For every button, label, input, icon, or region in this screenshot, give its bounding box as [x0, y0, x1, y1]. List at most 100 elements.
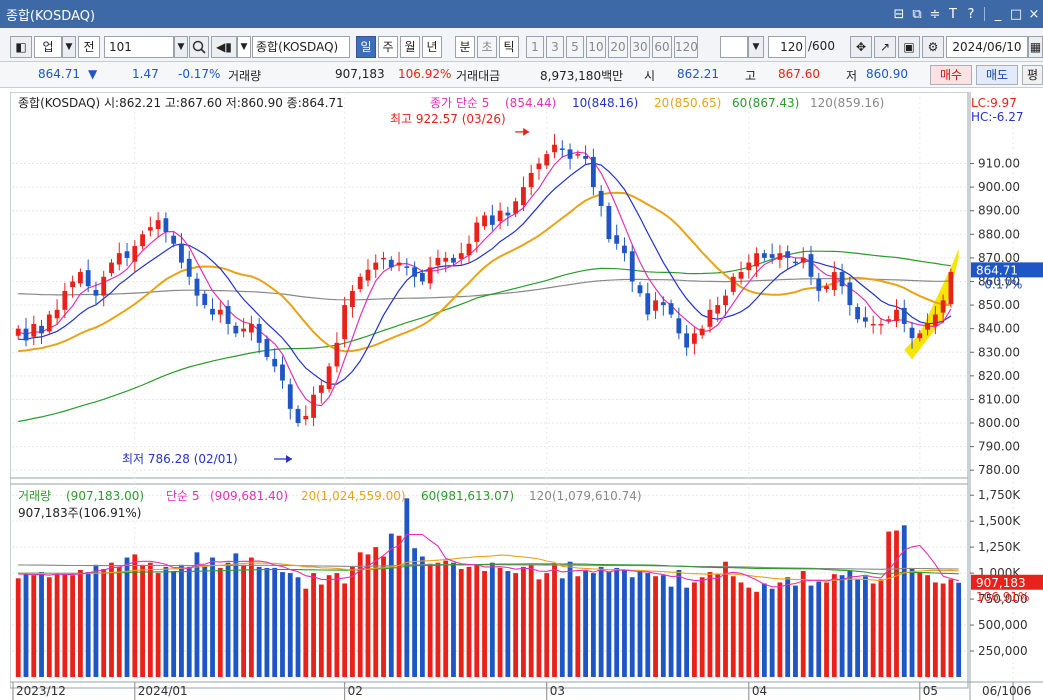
volume-bar — [831, 574, 837, 677]
candle-body — [147, 227, 153, 231]
volume-bar — [754, 591, 760, 677]
period-year-button[interactable]: 년 — [422, 36, 442, 58]
period-minute-button[interactable]: 분 — [455, 36, 475, 58]
chart-pane[interactable]: 910.00 900.00 890.00 880.00 870.00 860.00 850.… — [10, 92, 1043, 700]
interval-10-button[interactable]: 10 — [586, 36, 606, 58]
candle-body — [388, 259, 394, 268]
help-icon[interactable]: ? — [967, 6, 975, 22]
code-dropdown-icon[interactable]: ▼ — [174, 36, 188, 58]
interval-5-button[interactable]: 5 — [566, 36, 584, 58]
volume-bar — [862, 576, 868, 677]
volume-bar — [171, 571, 177, 677]
sell-button[interactable]: 매도 — [976, 65, 1018, 85]
save-icon[interactable]: ▣ — [898, 36, 920, 58]
maximize-icon[interactable]: □ — [1009, 6, 1023, 22]
volume-bar — [513, 573, 519, 677]
period-month-button[interactable]: 월 — [400, 36, 420, 58]
interval-60-button[interactable]: 60 — [652, 36, 672, 58]
candle-body — [334, 342, 340, 367]
candle-body — [925, 323, 930, 330]
candle-body — [521, 187, 526, 206]
candle-body — [730, 276, 736, 292]
volume-ma20-line — [18, 554, 959, 582]
period-tick-button[interactable]: 틱 — [499, 36, 519, 58]
close-icon[interactable]: × — [1028, 6, 1040, 22]
draw-line-icon[interactable]: ↗ — [874, 36, 896, 58]
candle-body — [590, 156, 596, 188]
window-title: 종합(KOSDAQ) — [6, 8, 96, 24]
interval-custom-input[interactable] — [720, 36, 748, 58]
candle-body — [614, 235, 620, 244]
speaker-icon[interactable]: ◀▮ — [211, 36, 237, 58]
candle-body — [637, 285, 643, 294]
price-tick-label: 810.00 — [978, 392, 1020, 406]
market-type-dropdown-icon[interactable]: ▼ — [62, 36, 76, 58]
candle-body — [870, 323, 876, 326]
search-icon[interactable] — [189, 36, 209, 58]
candle-body — [909, 327, 915, 339]
volume-bar — [590, 573, 596, 677]
crosshair-icon[interactable]: ✥ — [850, 36, 872, 58]
high-annotation: 최고 922.57 (03/26) — [390, 112, 506, 126]
calendar-icon[interactable]: ▦ — [1028, 36, 1043, 58]
interval-1-button[interactable]: 1 — [526, 36, 544, 58]
menu-icon[interactable]: ◧ — [10, 36, 32, 58]
period-second-button[interactable]: 초 — [477, 36, 497, 58]
minimize-icon[interactable]: _ — [994, 6, 1002, 22]
restore-window-icon[interactable]: ⧉ — [912, 6, 922, 22]
volume-bar — [256, 566, 262, 677]
candle-body — [202, 293, 208, 306]
vol-ma60-legend-value: (981,613.07) — [436, 489, 514, 503]
current-change-label: -0.17% — [980, 277, 1022, 291]
volume-bar — [583, 571, 589, 677]
volume-bar — [357, 552, 363, 677]
period-week-button[interactable]: 주 — [378, 36, 398, 58]
pin-icon[interactable]: ≑ — [929, 6, 941, 22]
interval-30-button[interactable]: 30 — [630, 36, 650, 58]
price-panel: 864.71-0.17% — [15, 127, 1043, 463]
price-panel-frame — [10, 92, 969, 485]
volume-bar — [606, 572, 612, 677]
buy-button[interactable]: 매수 — [930, 65, 972, 85]
volume-bar — [163, 566, 169, 677]
date-input[interactable]: 2024/06/10 — [946, 36, 1028, 58]
open-label: 시 — [644, 69, 656, 83]
candle-body — [831, 272, 837, 290]
interval-3-button[interactable]: 3 — [546, 36, 564, 58]
interval-120-button[interactable]: 120 — [674, 36, 698, 58]
candle-body — [932, 314, 938, 326]
volume-bar — [886, 531, 892, 677]
candle-body — [303, 415, 309, 420]
candle-body — [785, 251, 791, 258]
font-icon[interactable]: T — [949, 6, 957, 22]
candle-body — [886, 319, 892, 321]
gear-icon[interactable]: ⚙ — [922, 36, 944, 58]
volume-bar — [225, 562, 231, 677]
code-input[interactable]: 101 — [104, 36, 174, 58]
volume-bar — [334, 573, 340, 677]
high-value: 867.60 — [778, 67, 820, 81]
volume-bar — [15, 578, 21, 677]
extra-button[interactable]: 평 — [1022, 65, 1043, 85]
volume-bar — [342, 583, 348, 677]
candle-body — [109, 262, 114, 273]
speaker-dropdown-icon[interactable]: ▼ — [237, 36, 251, 58]
period-day-button[interactable]: 일 — [356, 36, 376, 58]
interval-dropdown-icon[interactable]: ▼ — [748, 36, 764, 58]
volume-bar — [381, 556, 386, 677]
candle-body — [808, 254, 814, 277]
layout-icon[interactable]: ⊟ — [893, 6, 905, 22]
volume-bar — [505, 571, 511, 677]
price-tick-label: 850.00 — [978, 298, 1020, 312]
price-tick-label: 910.00 — [978, 157, 1020, 171]
candle-body — [738, 272, 744, 279]
market-type-select[interactable]: 업 — [34, 36, 62, 58]
candle-body — [70, 281, 76, 288]
interval-20-button[interactable]: 20 — [608, 36, 628, 58]
stock-chart[interactable]: 910.00 900.00 890.00 880.00 870.00 860.00 850.… — [10, 92, 1043, 700]
jeon-button[interactable]: 전 — [78, 36, 100, 58]
volume-bar — [622, 569, 627, 677]
vol-ma5-legend-value: (909,681.40) — [210, 489, 288, 503]
grid-lines: 910.00 900.00 890.00 880.00 870.00 860.00 850.… — [10, 92, 1043, 700]
bar-count-input[interactable]: 120 — [768, 36, 806, 58]
